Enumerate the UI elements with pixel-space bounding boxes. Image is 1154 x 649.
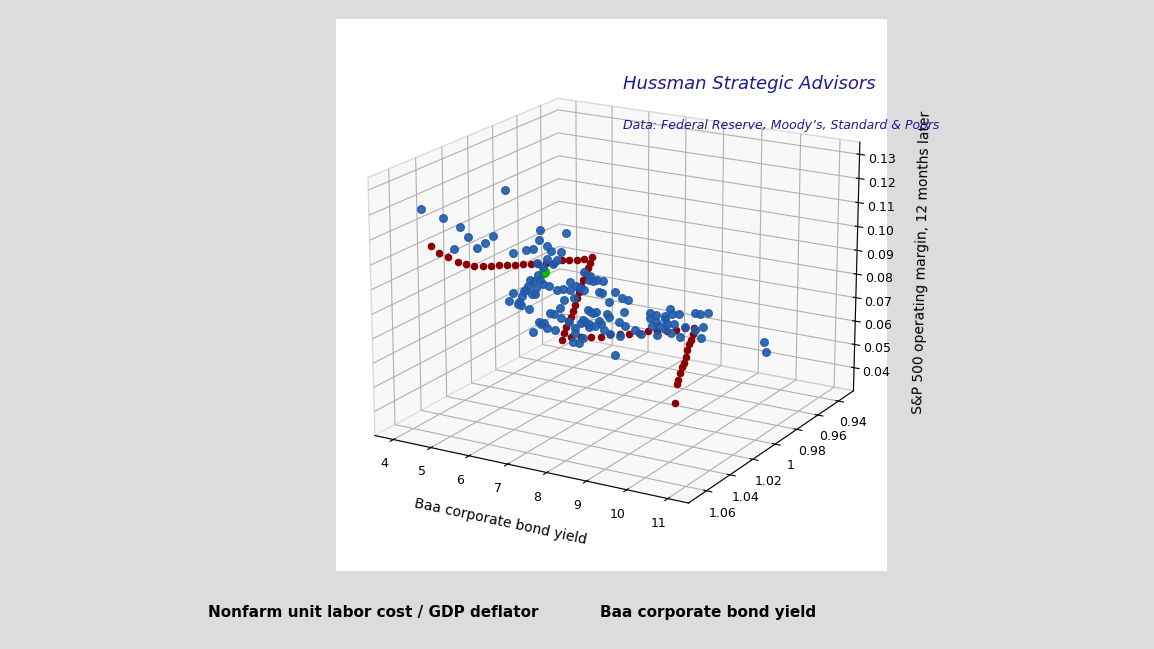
Text: Hussman Strategic Advisors: Hussman Strategic Advisors <box>623 75 875 93</box>
Text: Nonfarm unit labor cost / GDP deflator: Nonfarm unit labor cost / GDP deflator <box>208 605 538 620</box>
Text: Baa corporate bond yield: Baa corporate bond yield <box>600 605 816 620</box>
X-axis label: Baa corporate bond yield: Baa corporate bond yield <box>413 496 587 546</box>
Text: Data: Federal Reserve, Moody’s, Standard & Poors: Data: Federal Reserve, Moody’s, Standard… <box>623 119 939 132</box>
